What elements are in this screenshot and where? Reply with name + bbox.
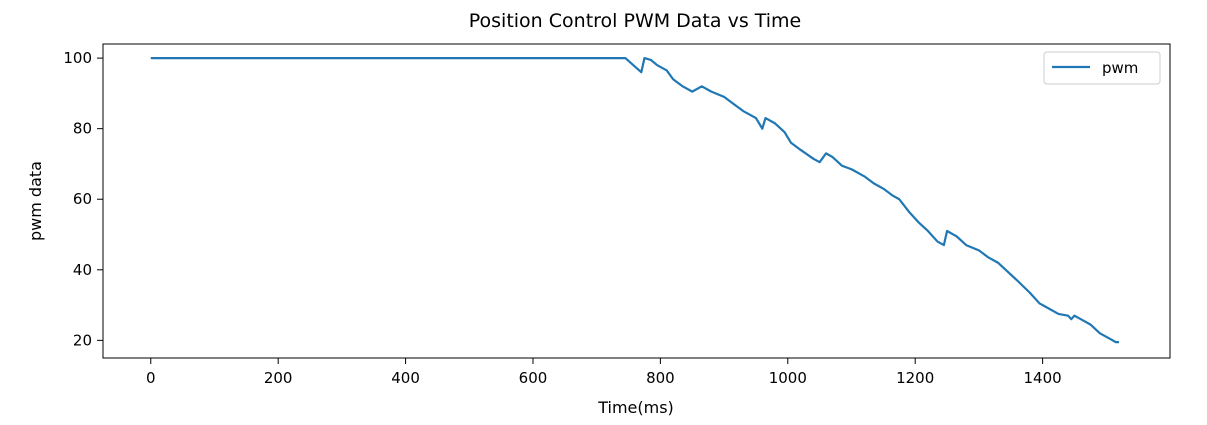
x-tick-label: 600 [519, 369, 548, 387]
y-axis-label: pwm data [26, 161, 45, 241]
x-tick-label: 200 [264, 369, 293, 387]
x-tick-label: 1200 [896, 369, 934, 387]
y-tick-label: 60 [73, 190, 92, 208]
chart-title: Position Control PWM Data vs Time [469, 10, 802, 32]
legend-label-pwm: pwm [1102, 59, 1138, 77]
y-tick-label: 100 [63, 49, 92, 67]
legend: pwm [1043, 51, 1161, 85]
y-tick-label: 20 [73, 331, 92, 349]
legend-box [1043, 51, 1161, 85]
x-tick-label: 1000 [769, 369, 807, 387]
series-line-pwm [150, 57, 1120, 344]
x-tick-label: 400 [391, 369, 420, 387]
plot-frame [102, 43, 1171, 359]
x-axis: 0 200 400 600 800 1000 1200 1400 [146, 358, 1062, 387]
x-axis-label: Time(ms) [597, 398, 674, 417]
y-tick-label: 40 [73, 261, 92, 279]
x-tick-label: 1400 [1024, 369, 1062, 387]
x-tick-label: 800 [646, 369, 675, 387]
x-tick-label: 0 [146, 369, 156, 387]
y-tick-label: 80 [73, 120, 92, 138]
y-axis: 20 40 60 80 100 [63, 49, 103, 349]
